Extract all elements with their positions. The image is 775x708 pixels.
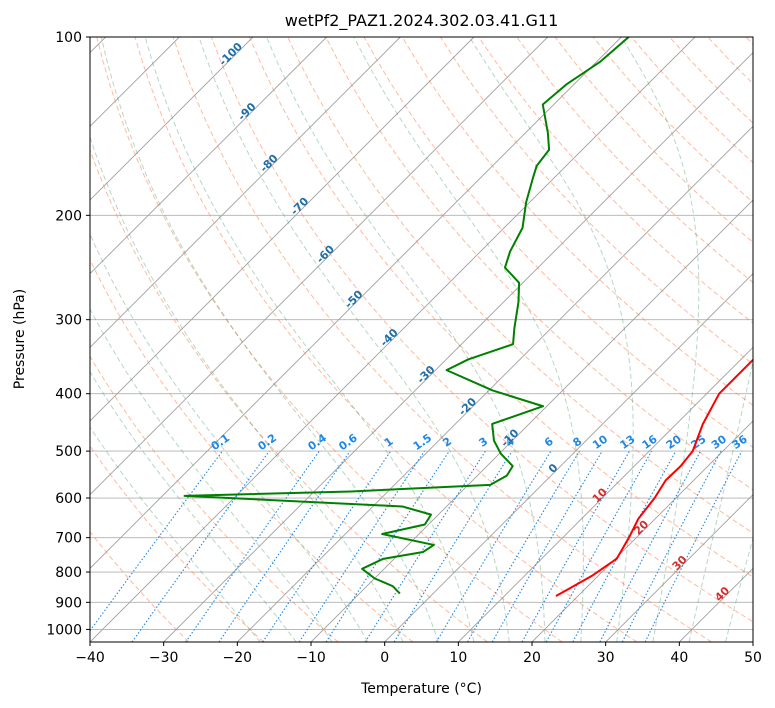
isotherm-line [163, 52, 753, 642]
moist-adiabat-line [353, 37, 584, 642]
dry-adiabat-line [90, 445, 264, 642]
isotherm-line [90, 37, 696, 642]
mixing-ratio-line [393, 450, 513, 642]
y-tick-label: 1000 [46, 622, 82, 638]
x-tick-label: 30 [597, 650, 615, 666]
dewpoint-profile-line [183, 37, 630, 595]
mixing-ratio-line [364, 450, 486, 642]
dry-adiabats [90, 37, 753, 642]
dry-adiabat-line [516, 37, 753, 284]
mixing-ratio-line [131, 450, 270, 642]
isotherm-line [90, 37, 475, 422]
x-tick-label: 50 [744, 650, 762, 666]
moist-adiabat-line [620, 37, 700, 642]
isotherm-line [458, 346, 753, 642]
mixing-ratio-line [325, 450, 450, 642]
isotherm-line [605, 494, 753, 642]
dry-adiabat-line [90, 531, 190, 642]
y-tick-label: 900 [55, 595, 82, 611]
x-tick-label: −20 [223, 650, 253, 666]
x-tick-label: −30 [149, 650, 179, 666]
isotherm-line [384, 273, 753, 642]
moist-adiabat-line [144, 37, 475, 642]
isotherm-line [90, 37, 548, 496]
y-axis-ticks: 100 200 300 400 500 600 700 800 900 1000 [46, 30, 90, 638]
isotherm-line [90, 37, 254, 201]
y-tick-label: 100 [55, 30, 82, 46]
y-tick-label: 600 [55, 491, 82, 507]
moist-adiabat-line [90, 233, 369, 642]
moist-adiabat-line [266, 37, 546, 642]
moist-adiabat-line [469, 37, 634, 642]
mixing-ratio-line [298, 450, 425, 642]
y-axis-label: Pressure (hPa) [12, 289, 28, 389]
x-axis-ticks: −40 −30 −20 −10 0 10 20 30 40 50 [75, 642, 762, 666]
pressure-grid [90, 37, 753, 630]
y-tick-label: 700 [55, 531, 82, 547]
mixing-ratio-line [599, 450, 702, 642]
x-tick-label: 40 [670, 650, 688, 666]
dry-adiabat-line [90, 355, 339, 642]
mixing-ratio-line [521, 450, 630, 642]
moist-adiabats [90, 37, 753, 642]
x-tick-label: 0 [380, 650, 389, 666]
sounding-series [183, 37, 753, 597]
moist-adiabat-line [198, 37, 510, 642]
dry-adiabat-line [172, 37, 712, 642]
dry-adiabat-line [210, 37, 753, 623]
y-tick-label: 400 [55, 387, 82, 403]
mixing-ratio-line [435, 450, 552, 642]
mixing-ratio-line [644, 450, 743, 642]
isotherm-line [237, 125, 753, 642]
dry-adiabat-line [249, 37, 753, 578]
moist-adiabat-line [90, 135, 404, 642]
mixing-ratio-line [621, 450, 722, 642]
moist-adiabat-line [688, 358, 753, 642]
moist-adiabat-line [90, 426, 261, 642]
x-tick-label: −10 [296, 650, 326, 666]
isotherm-line [531, 420, 753, 642]
y-tick-label: 800 [55, 565, 82, 581]
dry-adiabat-line [96, 37, 563, 642]
plot-frame [89, 36, 754, 643]
moist-adiabat-line [90, 308, 333, 642]
mixing-ratio-line [545, 450, 653, 642]
x-tick-label: 20 [523, 650, 541, 666]
mixing-ratio-line [572, 450, 677, 642]
isotherm-line [90, 37, 327, 275]
moist-adiabat-line [725, 536, 753, 642]
x-tick-label: 10 [449, 650, 467, 666]
y-tick-label: 500 [55, 444, 82, 460]
dry-adiabat-line [439, 37, 753, 365]
dry-adiabat-line [325, 37, 753, 491]
isotherm-line [90, 37, 622, 569]
dry-adiabat-line [134, 37, 638, 642]
mixing-ratio-line [90, 450, 223, 632]
y-tick-label: 200 [55, 208, 82, 224]
x-tick-label: −40 [75, 650, 105, 666]
dry-adiabat-line [90, 258, 414, 642]
mixing-ratio-line [185, 450, 320, 642]
temperature-profile-line [555, 357, 753, 597]
x-axis-label: Temperature (°C) [360, 681, 482, 697]
y-tick-label: 300 [55, 313, 82, 329]
chart-title: wetPf2_PAZ1.2024.302.03.41.G11 [285, 11, 559, 31]
mixing-ratio-line [218, 450, 351, 642]
moist-adiabat-line [100, 37, 439, 642]
dry-adiabat-line [90, 148, 488, 642]
mixing-ratio-lines [90, 450, 743, 642]
mixing-ratio-line [262, 450, 392, 642]
dry-adiabat-line [401, 37, 753, 406]
